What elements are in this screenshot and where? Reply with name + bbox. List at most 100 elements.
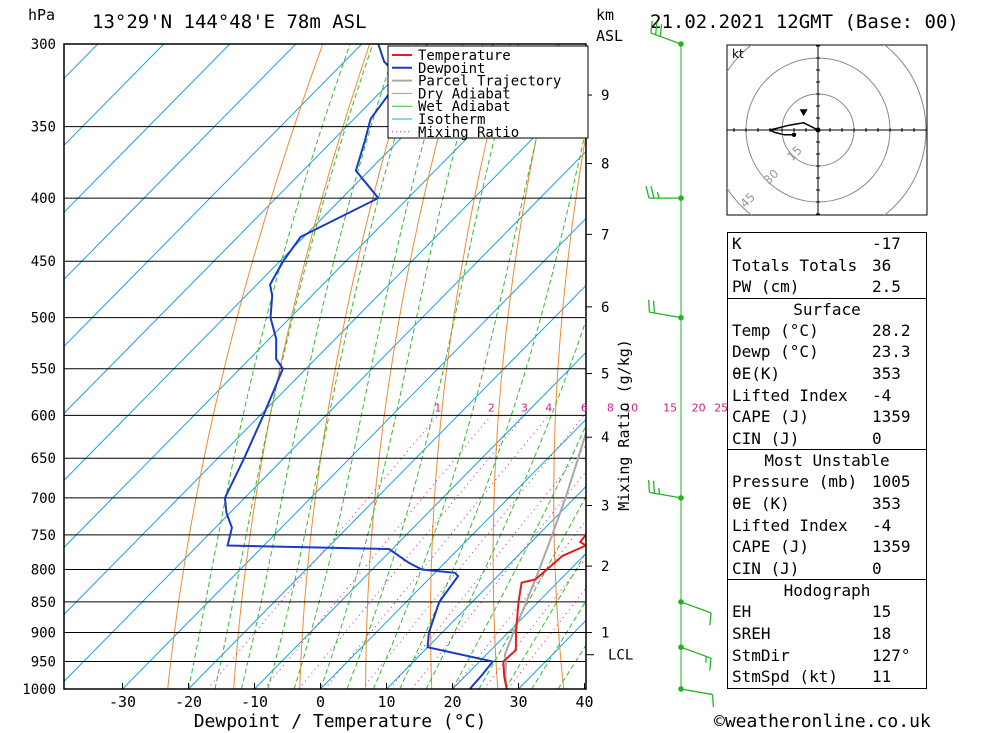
mixing-ratio-line (452, 520, 586, 689)
legend-box (387, 45, 589, 139)
index-value: 127° (872, 645, 911, 665)
dry-adiabat-line (167, 44, 324, 689)
wind-barb-dot (678, 495, 684, 501)
wet-adiabat-line (425, 318, 586, 689)
isotherm-line (188, 284, 586, 689)
storm-motion-marker (799, 109, 808, 117)
dry-adiabat-line (978, 44, 1000, 689)
pressure-tick-label: 450 (31, 254, 56, 270)
isotherm-line (254, 351, 586, 689)
index-label: θE(K) (732, 363, 781, 383)
x-tick-label: 10 (377, 693, 395, 711)
index-label: PW (cm) (732, 277, 800, 297)
hodograph-title: Hodograph (783, 581, 871, 601)
pressure-tick-label: 650 (31, 451, 56, 467)
hodograph-origin-dot (815, 127, 821, 133)
height-tick-label: 9 (601, 88, 609, 104)
index-row: Lifted Index -4 (728, 385, 926, 407)
x-axis-label: Dewpoint / Temperature (°C) (194, 711, 487, 732)
index-value: 1359 (872, 407, 911, 427)
mixing-ratio-label: 6 (581, 401, 588, 414)
x-tick-label: 40 (575, 693, 593, 711)
indices-general: K -17 Totals Totals 36 PW (cm) 2.5 (727, 232, 927, 299)
isotherm-line (64, 44, 429, 415)
index-label: SREH (732, 623, 771, 643)
index-label: EH (732, 602, 752, 622)
index-label: CIN (J) (732, 428, 800, 448)
pressure-tick-label: 950 (31, 655, 56, 671)
mixing-ratio-label: 10 (624, 401, 638, 414)
pressure-tick-label: 900 (31, 626, 56, 642)
index-value: 28.2 (872, 320, 911, 340)
mixing-ratio-line (411, 470, 586, 689)
indices-hodograph: Hodograph EH 15 SREH 18 StmDir 127° StmSpd (kt… (727, 579, 927, 689)
height-tick-label: 2 (601, 559, 609, 575)
hodograph-start-dot (791, 132, 797, 137)
legend-entry: Parcel Trajectory (418, 74, 561, 90)
wind-barb (647, 479, 684, 501)
height-unit-top: km (596, 6, 615, 24)
wind-barb-flag (659, 24, 663, 37)
index-label: CAPE (J) (732, 537, 810, 557)
wind-barb-shaft (680, 688, 713, 696)
x-tick-label: -30 (109, 693, 136, 711)
wind-barb (650, 20, 684, 47)
index-row: K -17 (728, 233, 926, 255)
surface-title: Surface (793, 299, 861, 319)
wind-barb-flag (652, 300, 656, 314)
pressure-tick-label: 300 (31, 37, 56, 53)
isotherm-line (64, 83, 586, 616)
height-tick-label: 7 (601, 227, 609, 243)
mixing-ratio-label: 1 (434, 401, 441, 414)
index-row: CIN (J) 0 (728, 558, 926, 580)
wind-barb-flag (711, 694, 715, 707)
index-value: -4 (872, 385, 892, 405)
pressure-tick-label: 600 (31, 408, 56, 424)
dry-adiabat-line (930, 44, 1000, 689)
pressure-tick-label: 850 (31, 595, 56, 611)
x-tick-label: 30 (509, 693, 527, 711)
isotherm-line (64, 44, 165, 147)
lcl-label: LCL (608, 648, 633, 664)
mixing-ratio-label: 2 (488, 401, 495, 414)
index-label: Totals Totals (732, 255, 858, 275)
isotherm-line (452, 552, 586, 689)
height-unit-bottom: ASL (596, 27, 624, 45)
series-dewpoint (223, 44, 495, 689)
index-value: -4 (872, 515, 892, 535)
index-row: Totals Totals 36 (728, 255, 926, 277)
pressure-tick-label: 800 (31, 562, 56, 578)
index-value: 353 (872, 493, 901, 513)
wind-barb-half-flag (656, 191, 660, 199)
wind-barb-flag (647, 479, 651, 493)
pressure-tick-label: 400 (31, 191, 56, 207)
isotherm-line (64, 44, 363, 348)
mixing-ratio-axis-label: Mixing Ratio (g/kg) (615, 339, 633, 511)
wind-barb (645, 185, 684, 201)
index-label: Dewp (°C) (732, 342, 819, 362)
legend-entry: Dry Adiabat (418, 86, 511, 102)
height-tick-label: 8 (601, 157, 609, 173)
index-value: 2.5 (872, 277, 901, 297)
index-value: 18 (872, 623, 892, 643)
index-label: K (732, 234, 742, 253)
series-temperature (502, 533, 586, 689)
most-unstable-title: Most Unstable (764, 451, 890, 471)
index-label: Pressure (mb) (732, 472, 858, 492)
mixing-ratio-label: 15 (663, 401, 677, 414)
wind-barb-flag (650, 20, 653, 34)
legend-entry: Dewpoint (418, 61, 485, 77)
mixing-ratio-label: 3 (521, 401, 528, 414)
index-label: Lifted Index (732, 515, 848, 535)
wind-barbs (645, 20, 715, 707)
wind-barb-flag (652, 480, 656, 494)
wet-adiabat-line (267, 44, 424, 689)
index-row: EH 15 (728, 601, 926, 623)
height-tick-label: 6 (601, 300, 609, 316)
index-label: StmDir (732, 645, 790, 665)
mixing-ratio-label: 4 (545, 401, 552, 414)
index-label: CAPE (J) (732, 407, 810, 427)
wind-barb-flag (709, 658, 712, 671)
index-label: θE (K) (732, 493, 790, 513)
